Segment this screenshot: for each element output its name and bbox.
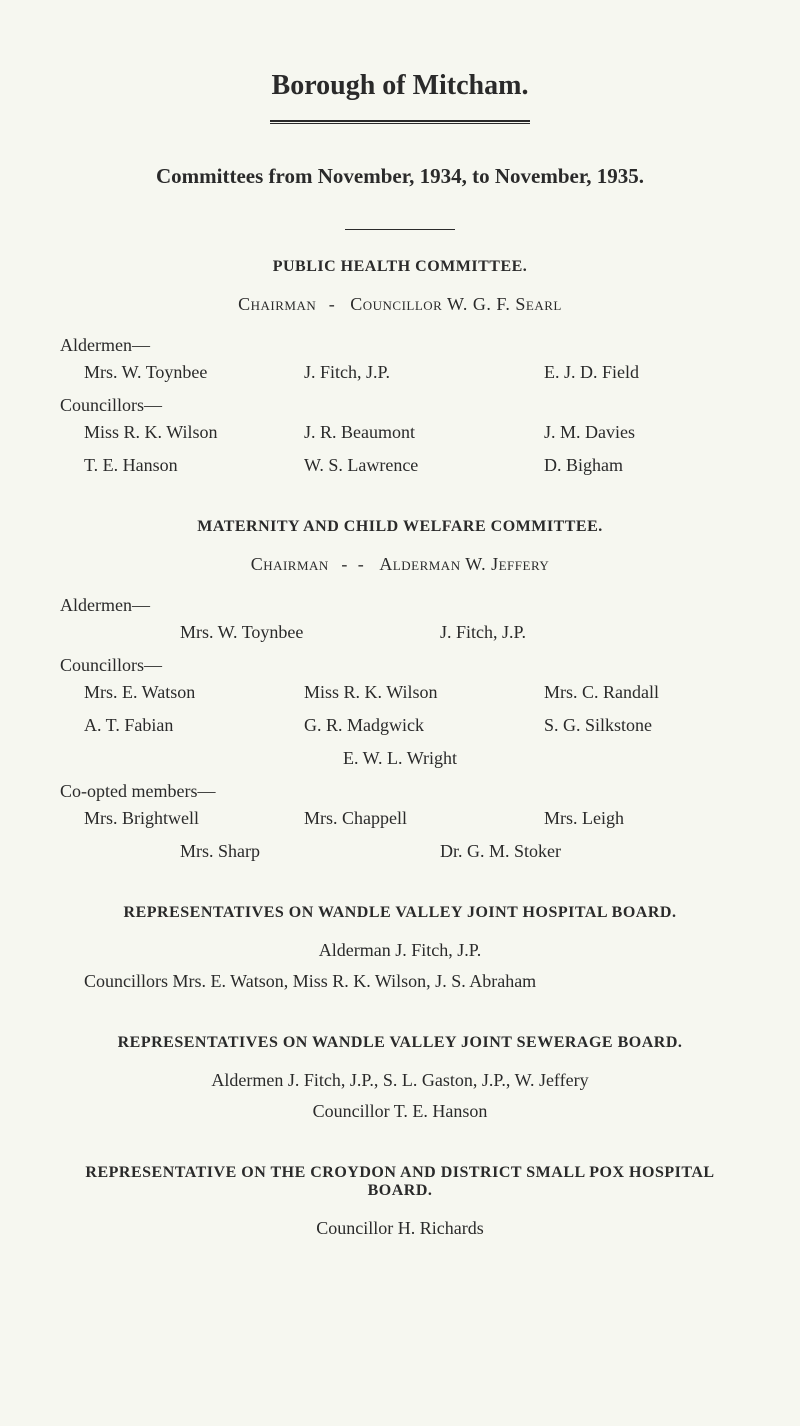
maternity-section: MATERNITY AND CHILD WELFARE COMMITTEE. C… (60, 518, 740, 862)
section-heading-public-health: PUBLIC HEALTH COMMITTEE. (60, 258, 740, 276)
cell: Mrs. W. Toynbee (84, 362, 304, 383)
wandle-sewerage-section: REPRESENTATIVES ON WANDLE VALLEY JOINT S… (60, 1034, 740, 1122)
councillors-row: T. E. Hanson W. S. Lawrence D. Bigham (60, 455, 740, 476)
councillors-label: Councillors— (60, 655, 740, 676)
text-line: Alderman J. Fitch, J.P. (60, 940, 740, 961)
councillors-row: A. T. Fabian G. R. Madgwick S. G. Silkst… (60, 715, 740, 736)
councillors-row: Miss R. K. Wilson J. R. Beaumont J. M. D… (60, 422, 740, 443)
aldermen-row: Mrs. W. Toynbee J. Fitch, J.P. E. J. D. … (60, 362, 740, 383)
cell: Mrs. Leigh (544, 808, 740, 829)
title-rule (270, 120, 530, 124)
cell: E. J. D. Field (544, 362, 740, 383)
croydon-section: REPRESENTATIVE ON THE CROYDON AND DISTRI… (60, 1164, 740, 1239)
cell: Mrs. E. Watson (84, 682, 304, 703)
cell: J. Fitch, J.P. (440, 622, 740, 643)
section-heading-wandle-sewerage: REPRESENTATIVES ON WANDLE VALLEY JOINT S… (60, 1034, 740, 1052)
cell: J. Fitch, J.P. (304, 362, 544, 383)
chairman-name: Councillor W. G. F. Searl (350, 294, 562, 314)
public-health-section: PUBLIC HEALTH COMMITTEE. Chairman - Coun… (60, 258, 740, 476)
cell: G. R. Madgwick (304, 715, 544, 736)
chairman-name: Alderman W. Jeffery (379, 554, 549, 574)
cell: J. R. Beaumont (304, 422, 544, 443)
cell: D. Bigham (544, 455, 740, 476)
cell: Mrs. Sharp (180, 841, 440, 862)
coopted-label: Co-opted members— (60, 781, 740, 802)
chairman-sep: - (321, 294, 346, 314)
cell: Dr. G. M. Stoker (440, 841, 740, 862)
text-line: Aldermen J. Fitch, J.P., S. L. Gaston, J… (60, 1070, 740, 1091)
councillors-center: E. W. L. Wright (60, 748, 740, 769)
aldermen-label: Aldermen— (60, 595, 740, 616)
text-line: Councillor H. Richards (60, 1218, 740, 1239)
chairman-label: Chairman (238, 294, 316, 314)
cell: Mrs. Chappell (304, 808, 544, 829)
chairman-line: Chairman - Councillor W. G. F. Searl (60, 294, 740, 315)
cell: J. M. Davies (544, 422, 740, 443)
wandle-hospital-section: REPRESENTATIVES ON WANDLE VALLEY JOINT H… (60, 904, 740, 992)
chairman-label: Chairman (251, 554, 329, 574)
chairman-line: Chairman - - Alderman W. Jeffery (60, 554, 740, 575)
coopted-row: Mrs. Brightwell Mrs. Chappell Mrs. Leigh (60, 808, 740, 829)
section-heading-croydon: REPRESENTATIVE ON THE CROYDON AND DISTRI… (60, 1164, 740, 1200)
section-heading-wandle-hospital: REPRESENTATIVES ON WANDLE VALLEY JOINT H… (60, 904, 740, 922)
cell: Mrs. C. Randall (544, 682, 740, 703)
councillors-label: Councillors— (60, 395, 740, 416)
text-line: Councillors Mrs. E. Watson, Miss R. K. W… (60, 971, 740, 992)
cell: S. G. Silkstone (544, 715, 740, 736)
document-title: Borough of Mitcham. (60, 70, 740, 102)
cell: Miss R. K. Wilson (304, 682, 544, 703)
text-line: Councillor T. E. Hanson (60, 1101, 740, 1122)
chairman-sep: - - (333, 554, 375, 574)
aldermen-label: Aldermen— (60, 335, 740, 356)
councillors-row: Mrs. E. Watson Miss R. K. Wilson Mrs. C.… (60, 682, 740, 703)
section-heading-maternity: MATERNITY AND CHILD WELFARE COMMITTEE. (60, 518, 740, 536)
document-subheading: Committees from November, 1934, to Novem… (60, 164, 740, 189)
cell: T. E. Hanson (84, 455, 304, 476)
aldermen-row: Mrs. W. Toynbee J. Fitch, J.P. (60, 622, 740, 643)
cell: Miss R. K. Wilson (84, 422, 304, 443)
cell: W. S. Lawrence (304, 455, 544, 476)
subheading-rule (345, 229, 455, 230)
cell: Mrs. W. Toynbee (180, 622, 440, 643)
cell: Mrs. Brightwell (84, 808, 304, 829)
coopted-row: Mrs. Sharp Dr. G. M. Stoker (60, 841, 740, 862)
cell: A. T. Fabian (84, 715, 304, 736)
